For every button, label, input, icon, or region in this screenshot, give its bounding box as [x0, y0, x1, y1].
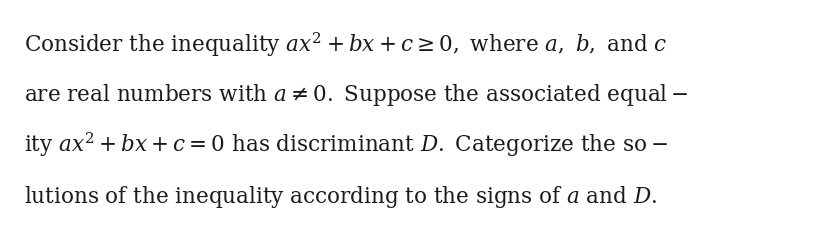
Text: $\mathrm{lutions\ of\ the\ inequality\ according\ to\ the\ signs\ of\ }a\mathrm{: $\mathrm{lutions\ of\ the\ inequality\ a…	[24, 184, 658, 210]
Text: $\mathrm{Consider\ the\ inequality\ }ax^{2}+bx+c\geq0\mathrm{,\ where\ }a\mathrm: $\mathrm{Consider\ the\ inequality\ }ax^…	[24, 30, 668, 59]
Text: $\mathrm{ity\ }ax^{2}+bx+c=0\mathrm{\ has\ discriminant\ }D\mathrm{.\ Categorize: $\mathrm{ity\ }ax^{2}+bx+c=0\mathrm{\ ha…	[24, 131, 668, 159]
Text: $\mathrm{are\ real\ numbers\ with\ }a\neq0\mathrm{.\ Suppose\ the\ associated\ e: $\mathrm{are\ real\ numbers\ with\ }a\ne…	[24, 82, 690, 108]
